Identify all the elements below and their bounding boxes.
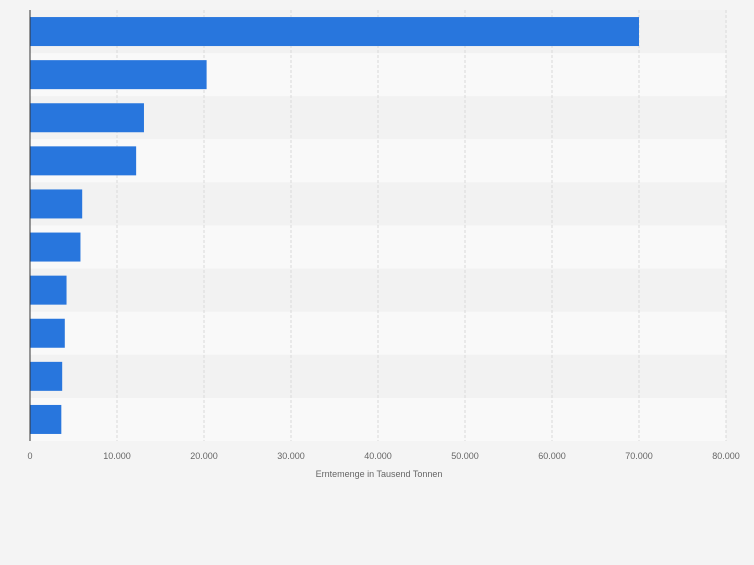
bar[interactable] (30, 404, 62, 434)
bar[interactable] (30, 146, 137, 176)
x-tick-label: 70.000 (625, 451, 653, 461)
bar[interactable] (30, 275, 67, 305)
x-tick-label: 10.000 (103, 451, 131, 461)
x-tick-label: 30.000 (277, 451, 305, 461)
bar[interactable] (30, 60, 207, 90)
bar[interactable] (30, 17, 639, 47)
bar[interactable] (30, 189, 83, 219)
bar[interactable] (30, 103, 144, 133)
row-band (30, 311, 726, 355)
bar[interactable] (30, 361, 63, 391)
row-band (30, 182, 726, 226)
x-tick-label: 40.000 (364, 451, 392, 461)
bars (30, 17, 639, 434)
x-tick-label: 60.000 (538, 451, 566, 461)
x-tick-label: 0 (27, 451, 32, 461)
bar[interactable] (30, 318, 65, 348)
x-tick-label: 50.000 (451, 451, 479, 461)
bar[interactable] (30, 232, 81, 262)
x-axis-label: Erntemenge in Tausend Tonnen (316, 469, 443, 479)
x-tick-label: 80.000 (712, 451, 740, 461)
x-tick-label: 20.000 (190, 451, 218, 461)
row-band (30, 397, 726, 441)
x-axis-tick-labels: 0 10.000 20.000 30.000 40.000 50.000 60.000 70.… (27, 451, 739, 461)
